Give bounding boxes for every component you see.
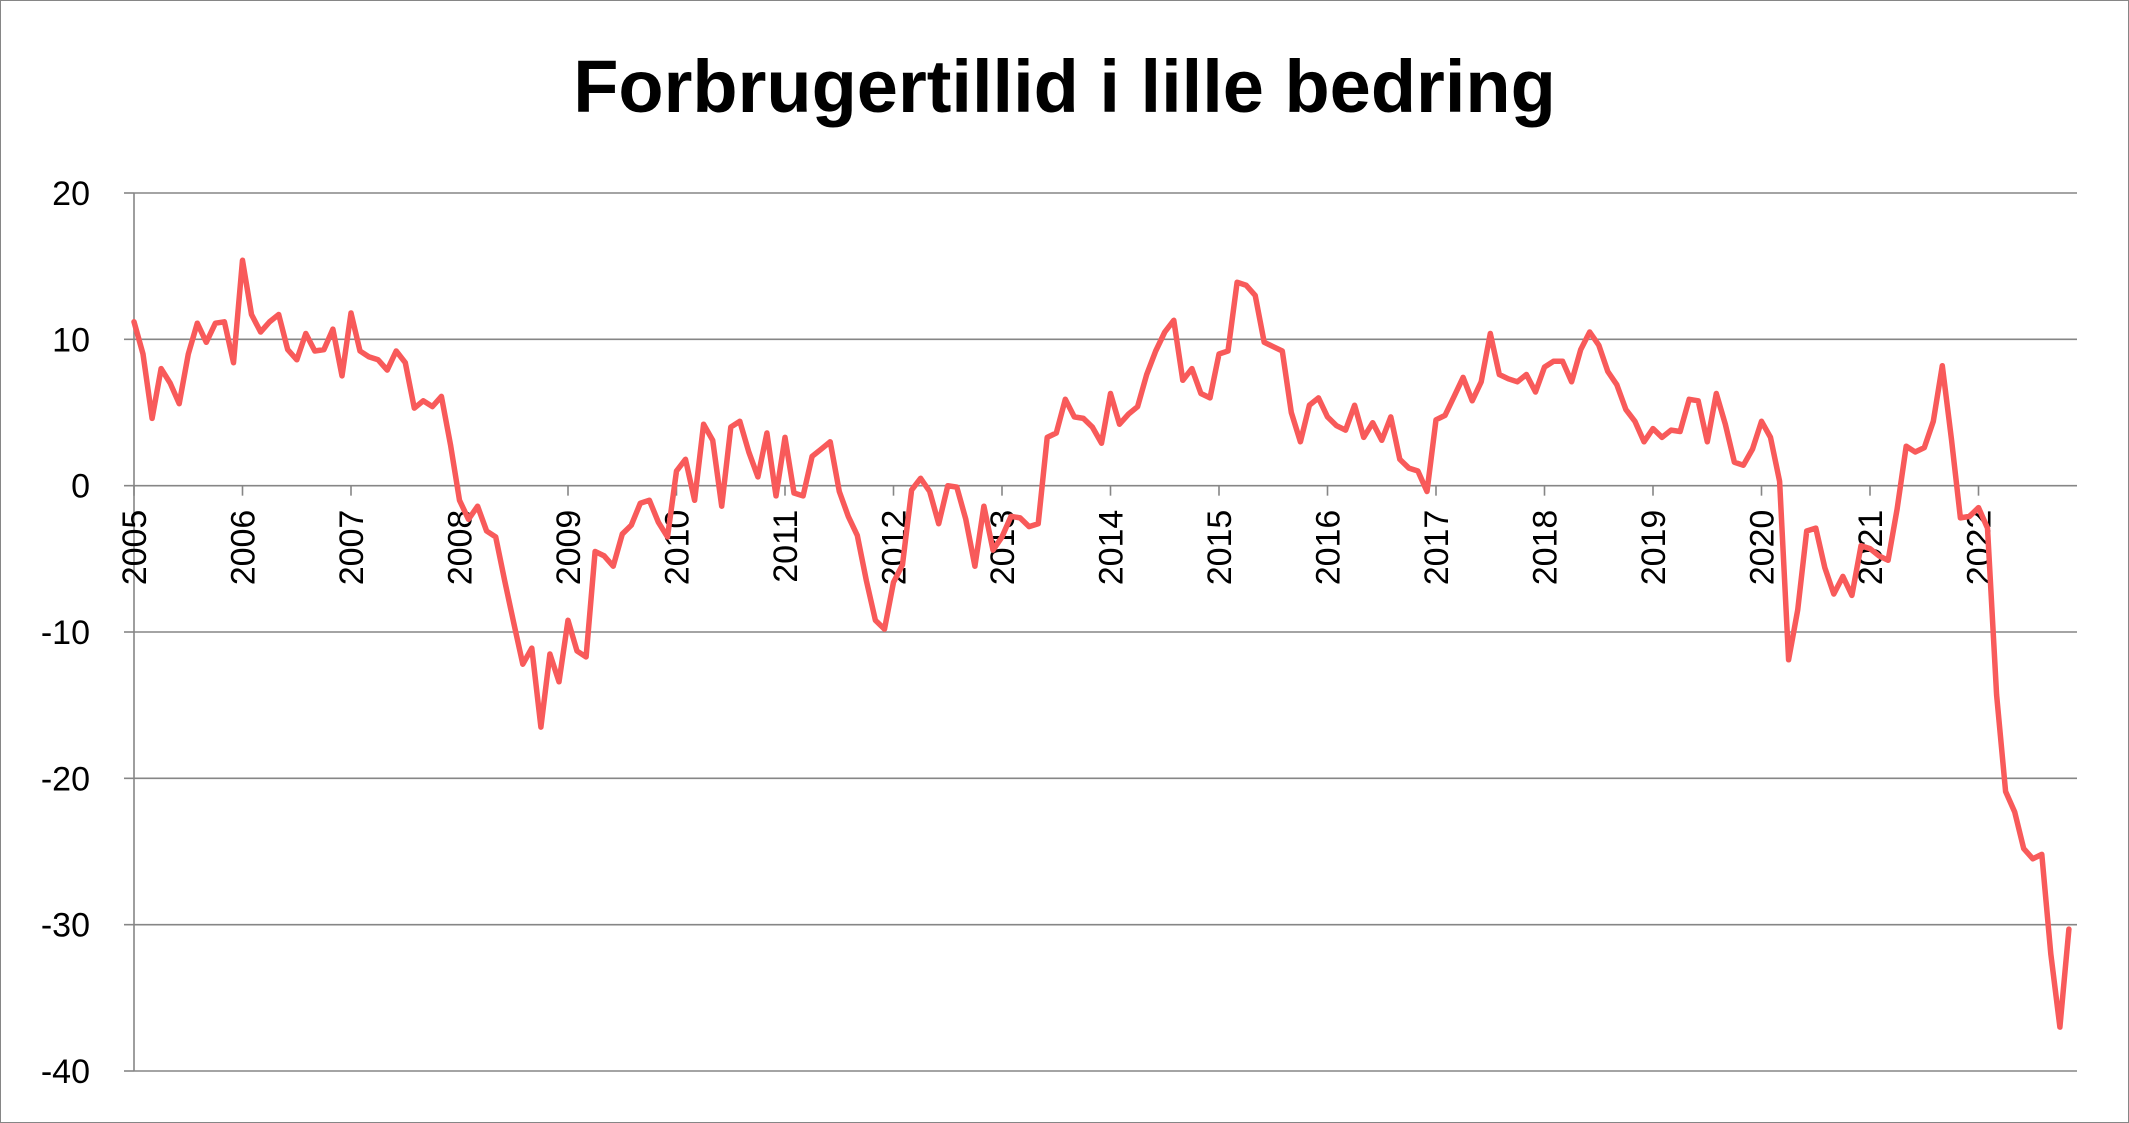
y-tick-label: 20 <box>52 175 90 213</box>
x-tick-label: 2009 <box>550 510 588 586</box>
x-tick-label: 2019 <box>1635 510 1673 586</box>
gridlines <box>134 192 2077 1072</box>
chart-title: Forbrugertillid i lille bedring <box>573 45 1556 128</box>
y-tick-label: -10 <box>41 614 90 652</box>
series-line <box>131 257 2072 1030</box>
y-tick-label: 10 <box>52 321 90 359</box>
x-tick-label: 2010 <box>659 510 697 586</box>
y-tick-label: -40 <box>41 1053 90 1091</box>
y-tick-labels: 20 10 0 -10 -20 -30 -40 <box>41 175 90 1091</box>
x-tick-label: 2015 <box>1201 510 1239 586</box>
x-tick-label: 2005 <box>116 510 154 586</box>
x-tick-label: 2007 <box>333 510 371 586</box>
y-tick-label: -20 <box>41 760 90 798</box>
x-tick-label: 2011 <box>767 510 805 583</box>
x-tick-label: 2017 <box>1418 510 1456 586</box>
y-tick-label: 0 <box>71 468 90 506</box>
axes <box>124 192 1980 1072</box>
y-tick-label: -30 <box>41 907 90 945</box>
x-tick-label: 2006 <box>225 510 263 586</box>
x-tick-label: 2008 <box>442 510 480 586</box>
series-group <box>131 257 2072 1030</box>
x-tick-label: 2014 <box>1093 510 1131 586</box>
x-tick-labels: 2005 2006 2007 2008 2009 2010 2011 2012 2013 2014… <box>116 510 1999 586</box>
x-tick-label: 2016 <box>1310 510 1348 586</box>
x-tick-label: 2022 <box>1961 510 1999 586</box>
x-tick-label: 2020 <box>1744 510 1782 586</box>
x-tick-label: 2018 <box>1527 510 1565 586</box>
